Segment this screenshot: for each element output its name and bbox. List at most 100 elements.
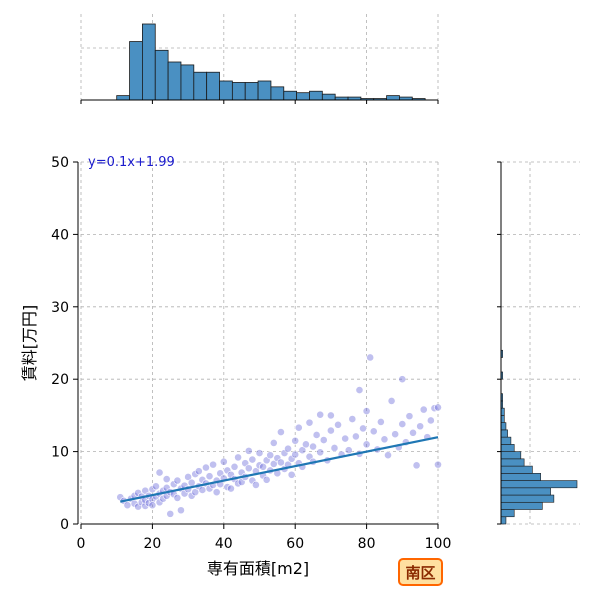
scatter-point-126 bbox=[362, 440, 371, 449]
scatter-point-122 bbox=[351, 432, 360, 441]
regression-line-group bbox=[120, 436, 439, 503]
x-hist-bar-13 bbox=[283, 90, 298, 101]
scatter-point-84 bbox=[266, 451, 275, 460]
scatter-points bbox=[116, 353, 442, 518]
scatter-point-125 bbox=[359, 424, 367, 433]
x-hist-bar-7 bbox=[206, 71, 220, 101]
y-hist-bar-3 bbox=[500, 494, 555, 503]
scatter-point-107 bbox=[309, 442, 317, 451]
scatter-point-42 bbox=[191, 488, 200, 497]
x-hist-bar-15 bbox=[309, 90, 323, 101]
scatter-point-81 bbox=[259, 462, 267, 471]
scatter-point-53 bbox=[209, 460, 217, 469]
y-hist-bar-11 bbox=[500, 436, 512, 445]
scatter-point-115 bbox=[326, 411, 335, 420]
y-hist-bar-5 bbox=[500, 480, 578, 489]
scatter-point-132 bbox=[380, 435, 389, 444]
x-hist-bar-9 bbox=[231, 82, 246, 101]
scatter-point-49 bbox=[202, 463, 210, 472]
scatter-point-73 bbox=[244, 446, 253, 455]
y-hist-bar-2 bbox=[500, 501, 543, 510]
scatter-point-22 bbox=[155, 468, 164, 477]
scatter-point-27 bbox=[162, 475, 171, 484]
y-tick-label-0: 0 bbox=[60, 517, 69, 533]
scatter-point-131 bbox=[376, 418, 385, 426]
ticks: 0 20 40 60 80 100 0 10 20 30 40 50 bbox=[51, 100, 501, 552]
scatter-point-129 bbox=[369, 427, 378, 436]
scatter-point-99 bbox=[291, 436, 300, 445]
scatter-point-141 bbox=[409, 428, 417, 437]
x-axis-title: 専有面積[m2] bbox=[207, 559, 309, 578]
scatter-point-143 bbox=[416, 422, 425, 431]
x-tick-label-4: 80 bbox=[358, 536, 376, 552]
x-hist-bar-6 bbox=[193, 71, 208, 101]
scatter-point-137 bbox=[398, 420, 407, 428]
y-hist-bar-6 bbox=[500, 473, 541, 481]
scatter-point-98 bbox=[291, 450, 300, 459]
y-hist-bar-12 bbox=[500, 429, 508, 438]
scatter-point-67 bbox=[234, 453, 242, 462]
scatter-point-55 bbox=[212, 488, 221, 497]
y-hist-bar-9 bbox=[500, 451, 522, 460]
y-axis-title: 賃料[万円] bbox=[20, 305, 39, 382]
scatter-point-142 bbox=[412, 461, 421, 470]
scatter-point-83 bbox=[262, 475, 271, 484]
grid-lines bbox=[80, 161, 439, 525]
scatter-point-140 bbox=[405, 412, 414, 421]
x-hist-bar-8 bbox=[219, 80, 233, 101]
scatter-point-134 bbox=[387, 397, 396, 405]
y-hist-bar-7 bbox=[500, 465, 533, 474]
x-tick-label-0: 0 bbox=[77, 536, 86, 552]
x-tick-label-3: 60 bbox=[286, 536, 304, 552]
scatter-point-149 bbox=[434, 403, 442, 412]
district-badge-box bbox=[398, 558, 443, 586]
scatter-point-135 bbox=[391, 430, 400, 439]
axes bbox=[77, 99, 502, 525]
scatter-point-110 bbox=[316, 448, 325, 457]
x-hist-bar-2 bbox=[142, 23, 156, 101]
scatter-point-148 bbox=[434, 460, 442, 469]
x-hist-bar-4 bbox=[167, 61, 182, 101]
scatter-point-33 bbox=[173, 476, 182, 485]
x-hist-bar-10 bbox=[244, 82, 259, 101]
scatter-point-114 bbox=[326, 426, 335, 435]
x-hist-bar-14 bbox=[296, 92, 310, 101]
x-hist-bar-16 bbox=[321, 93, 336, 101]
scatter-point-63 bbox=[227, 484, 235, 493]
y-tick-label-3: 30 bbox=[51, 300, 69, 316]
scatter-point-64 bbox=[230, 462, 239, 471]
scatter-point-38 bbox=[184, 473, 192, 481]
x-histogram bbox=[116, 23, 426, 101]
scatter-point-104 bbox=[302, 440, 310, 449]
scatter-point-144 bbox=[419, 405, 428, 414]
scatter-point-94 bbox=[284, 444, 292, 453]
x-tick-label-1: 20 bbox=[143, 536, 161, 552]
x-hist-bar-12 bbox=[270, 86, 285, 101]
regression-line bbox=[120, 436, 439, 503]
scatter-point-51 bbox=[205, 472, 214, 481]
scatter-point-72 bbox=[244, 464, 253, 473]
scatter-point-133 bbox=[384, 451, 392, 460]
y-hist-bar-10 bbox=[500, 444, 515, 452]
scatter-point-90 bbox=[277, 458, 285, 467]
scatter-point-75 bbox=[248, 455, 257, 464]
scatter-point-101 bbox=[294, 423, 303, 432]
scatter-point-128 bbox=[366, 353, 375, 362]
scatter-point-127 bbox=[362, 407, 371, 415]
scatter-point-35 bbox=[177, 506, 185, 515]
scatter-point-124 bbox=[355, 386, 364, 394]
x-hist-bar-21 bbox=[386, 95, 400, 101]
equation-label: y=0.1x+1.99 bbox=[88, 155, 175, 170]
x-hist-bar-5 bbox=[180, 64, 195, 101]
scatter-point-116 bbox=[330, 444, 339, 452]
scatter-point-17 bbox=[148, 501, 157, 510]
x-hist-bar-1 bbox=[129, 41, 143, 101]
scatter-point-120 bbox=[344, 446, 353, 455]
scatter-point-2 bbox=[123, 501, 132, 510]
scatter-point-102 bbox=[298, 446, 307, 455]
x-tick-label-2: 40 bbox=[215, 536, 233, 552]
scatter-point-32 bbox=[173, 494, 182, 502]
y-hist-bar-8 bbox=[500, 458, 525, 467]
scatter-point-109 bbox=[312, 431, 321, 439]
district-badge-label: 南区 bbox=[405, 564, 435, 582]
